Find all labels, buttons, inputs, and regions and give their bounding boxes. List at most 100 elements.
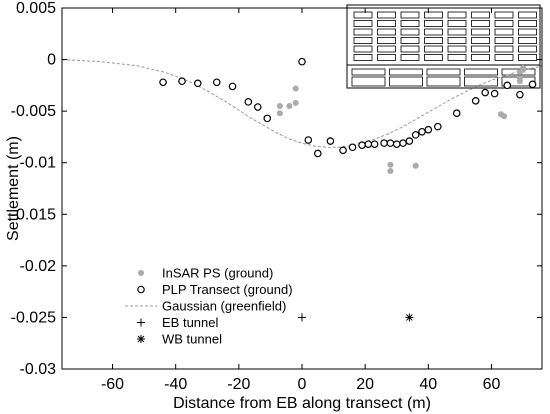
insar-point [501,113,508,120]
asterisk-stroke [406,314,413,321]
insar-point [292,99,299,106]
y-tick-label: -0.02 [20,258,57,275]
asterisk-stroke [137,335,145,343]
building-window [447,28,467,36]
x-tick-label: 40 [419,376,437,393]
legend-swatch-asterisk [137,335,145,343]
legend-entry-label: WB tunnel [162,332,222,347]
insar-point [516,78,523,85]
building-window [400,37,420,44]
building-window [518,45,537,53]
building-shopfront [351,76,386,87]
plp-point [326,137,335,145]
plp-point [424,125,433,134]
building-window [353,20,373,27]
y-tick-label: -0.03 [20,361,57,378]
legend: InSAR PS (ground)PLP Transect (ground) Ga… [125,266,293,347]
plp-point [358,141,366,149]
x-axis-label: Distance from EB along transect (m) [173,395,431,412]
building-window [353,37,373,44]
building-shopfront [389,76,423,87]
legend-entry-label: InSAR PS (ground) [162,266,273,281]
legend-entry-label: PLP Transect (ground) [162,282,293,297]
building-window [447,45,467,53]
plp-point [348,143,357,152]
building-window [353,45,373,53]
plp-point [471,97,480,105]
plp-point [339,146,347,155]
plp-point [392,140,401,148]
legend-swatch-open-circle [137,285,145,294]
plp-point [503,81,512,90]
insar-point [520,66,527,73]
building-window [400,54,420,61]
plp-point [405,137,414,145]
building-window [471,45,490,53]
building-shopfront [464,76,498,87]
y-tick-label: 0 [47,52,56,69]
plp-point [386,139,395,147]
building-window [447,37,467,44]
plp-point [298,57,306,66]
insar-point [387,167,394,174]
plp-point [304,136,313,144]
building-window [424,20,443,27]
building-shopfront [426,68,461,76]
building-shopfront [501,68,536,76]
y-tick-label: -0.025 [11,309,56,326]
y-axis-label: Settlement (m) [5,136,22,241]
plp-point [418,127,426,136]
legend-swatch-filled-circle [138,270,144,276]
plp-point [433,122,442,131]
insar-point [412,162,419,169]
building-window [471,11,490,19]
building-window [353,54,373,61]
plp-point [263,114,272,123]
x-tick-label: 60 [483,376,501,393]
plp-point [193,79,202,88]
building-shopfront [464,68,498,76]
building-shopfront [389,68,423,76]
plp-point [411,131,420,139]
legend-entry-label: EB tunnel [162,315,218,330]
building-shopfront [351,68,386,76]
plp-point [516,90,524,99]
legend-swatch-plus [137,318,145,327]
gaussian-curve-line [61,59,543,148]
legend-entry-label: Gaussian (greenfield) [162,299,286,314]
building-window [424,11,443,19]
plp-point [452,109,461,118]
plp-point [528,80,537,89]
building-window [518,11,537,19]
y-tick-label: -0.015 [11,206,56,223]
building-window [471,54,490,61]
plp-point [364,140,373,148]
gaussian-curve-layer [61,59,543,148]
building-window [400,20,420,27]
insar-point [276,110,283,117]
x-tick-label: -40 [164,376,187,393]
building-window [424,28,443,36]
building-inset-diagram [346,4,541,89]
building-window [377,37,396,44]
x-tick-label: -60 [101,376,124,393]
insar-point [292,85,299,92]
building-window [471,28,490,36]
eb-tunnel-marker [298,313,306,322]
building-window [377,45,396,53]
y-tick-label: -0.01 [20,155,57,172]
plp-point [490,89,499,98]
insar-point [286,102,293,109]
building-window [353,11,373,19]
wb-tunnel-marker [405,313,414,322]
x-tick-label: -20 [227,376,250,393]
building-window [471,20,490,27]
building-window [424,54,443,61]
y-tick-label: 0.005 [16,0,56,17]
plp-point [159,78,167,87]
building-window [447,11,467,19]
plp-point [178,77,186,86]
building-window [494,20,514,27]
